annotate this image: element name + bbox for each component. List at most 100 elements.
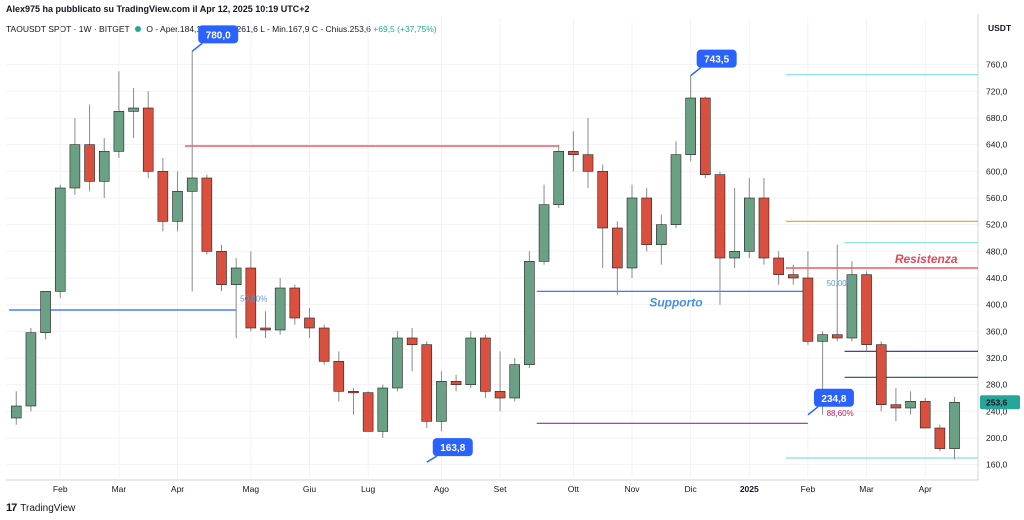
y-tick-label: 280,0: [986, 380, 1008, 390]
y-tick-label: 480,0: [986, 246, 1008, 256]
x-tick-label: Mar: [112, 484, 127, 494]
candle-body: [553, 151, 564, 205]
candle-body: [201, 177, 213, 252]
y-tick-label: 600,0: [986, 166, 1008, 176]
fib-level-label: 88,60%: [827, 409, 854, 418]
candle-body: [787, 274, 799, 279]
candle-body: [377, 387, 389, 432]
candle-body: [465, 337, 477, 385]
candle-body: [919, 401, 931, 429]
candle-body: [157, 171, 169, 222]
x-tick-label: 2025: [740, 484, 759, 494]
price-callout-text: 780,0: [206, 30, 231, 41]
last-price-text: 253,6: [986, 397, 1008, 407]
candle-body: [84, 144, 95, 182]
y-tick-label: 320,0: [986, 353, 1008, 363]
candle-body: [54, 187, 66, 292]
currency-label: USDT: [988, 23, 1012, 33]
y-tick-label: 680,0: [986, 113, 1008, 123]
candle-body: [890, 404, 902, 409]
price-callout: [432, 438, 473, 457]
candle-body: [230, 267, 242, 285]
candle-body: [685, 97, 696, 155]
candle-body: [69, 144, 81, 189]
x-tick-label: Set: [494, 484, 507, 494]
publish-header: Alex975 ha pubblicato su TradingView.com…: [6, 4, 310, 14]
x-tick-label: Nov: [624, 484, 640, 494]
candle-body: [773, 257, 784, 275]
status-dot-icon: [134, 26, 141, 32]
candle-body: [905, 401, 916, 409]
candle-body: [817, 334, 828, 342]
support-label: Supporto: [649, 295, 702, 309]
candle-body: [362, 392, 374, 432]
candle-body: [245, 267, 257, 329]
candle-body: [524, 261, 535, 365]
x-tick-label: Ago: [434, 484, 449, 494]
price-callout: [198, 25, 239, 44]
candle-body: [626, 197, 638, 269]
y-tick-label: 720,0: [986, 86, 1008, 96]
candle-body: [568, 151, 579, 155]
candle-body: [846, 274, 858, 339]
y-tick-label: 400,0: [986, 300, 1008, 310]
candle-body: [25, 332, 37, 407]
candle-body: [597, 171, 608, 229]
candle-body: [861, 274, 872, 345]
symbol-legend: TAOUSDT SPOT · 1W · BITGET O - Aper.184,…: [6, 24, 437, 34]
candle-body: [949, 401, 960, 449]
price-callout: [696, 49, 737, 68]
candle-body: [98, 151, 110, 182]
brand-name: TradingView: [20, 502, 76, 514]
candle-body: [744, 197, 755, 252]
price-callout-text: 234,8: [821, 394, 846, 405]
candle-body: [186, 177, 198, 192]
callout-pointer: [191, 42, 203, 52]
candle-body: [216, 251, 227, 285]
candle-body: [582, 154, 594, 172]
ohlc-values: O - Aper.184,1 M - Max.261,6 L - Min.167…: [146, 24, 371, 34]
candle-body: [289, 287, 301, 319]
y-tick-label: 160,0: [986, 460, 1008, 470]
candle-body: [641, 197, 652, 245]
candle-body: [318, 327, 330, 362]
y-tick-label: 360,0: [986, 326, 1008, 336]
candle-body: [406, 337, 418, 345]
x-tick-label: Mar: [859, 484, 874, 494]
candle-body: [333, 361, 345, 392]
candle-body: [172, 191, 183, 222]
candle-body: [700, 97, 711, 175]
y-tick-label: 760,0: [986, 60, 1008, 70]
candle-body: [758, 197, 770, 259]
candle-body: [494, 391, 506, 399]
tradingview-logo-icon: 17: [6, 502, 17, 514]
candle-body: [729, 251, 740, 259]
candle-body: [450, 381, 462, 385]
fib-level-label: 50,00%: [827, 279, 854, 288]
candle-body: [714, 174, 726, 259]
x-tick-label: Ott: [568, 484, 580, 494]
footer: 17 TradingView: [6, 502, 75, 514]
candle-body: [113, 111, 125, 152]
candle-body: [142, 107, 154, 172]
candle-body: [392, 337, 403, 389]
candle-body: [260, 327, 271, 331]
candle-body: [10, 405, 22, 419]
candle-body: [670, 154, 682, 225]
x-tick-label: Lug: [361, 484, 375, 494]
candle-body: [436, 381, 447, 422]
candle-body: [831, 334, 843, 339]
candle-body: [656, 224, 667, 245]
y-tick-label: 440,0: [986, 273, 1008, 283]
y-tick-label: 520,0: [986, 220, 1008, 230]
candle-body: [348, 391, 359, 394]
x-tick-label: Apr: [171, 484, 184, 494]
symbol-info: TAOUSDT SPOT · 1W · BITGET: [6, 24, 130, 34]
price-change: +69,5 (+37,75%): [373, 24, 437, 34]
x-tick-label: Feb: [801, 484, 816, 494]
price-callout-text: 163,8: [440, 443, 465, 454]
y-tick-label: 560,0: [986, 193, 1008, 203]
candle-body: [934, 427, 946, 449]
callout-pointer: [807, 406, 819, 416]
